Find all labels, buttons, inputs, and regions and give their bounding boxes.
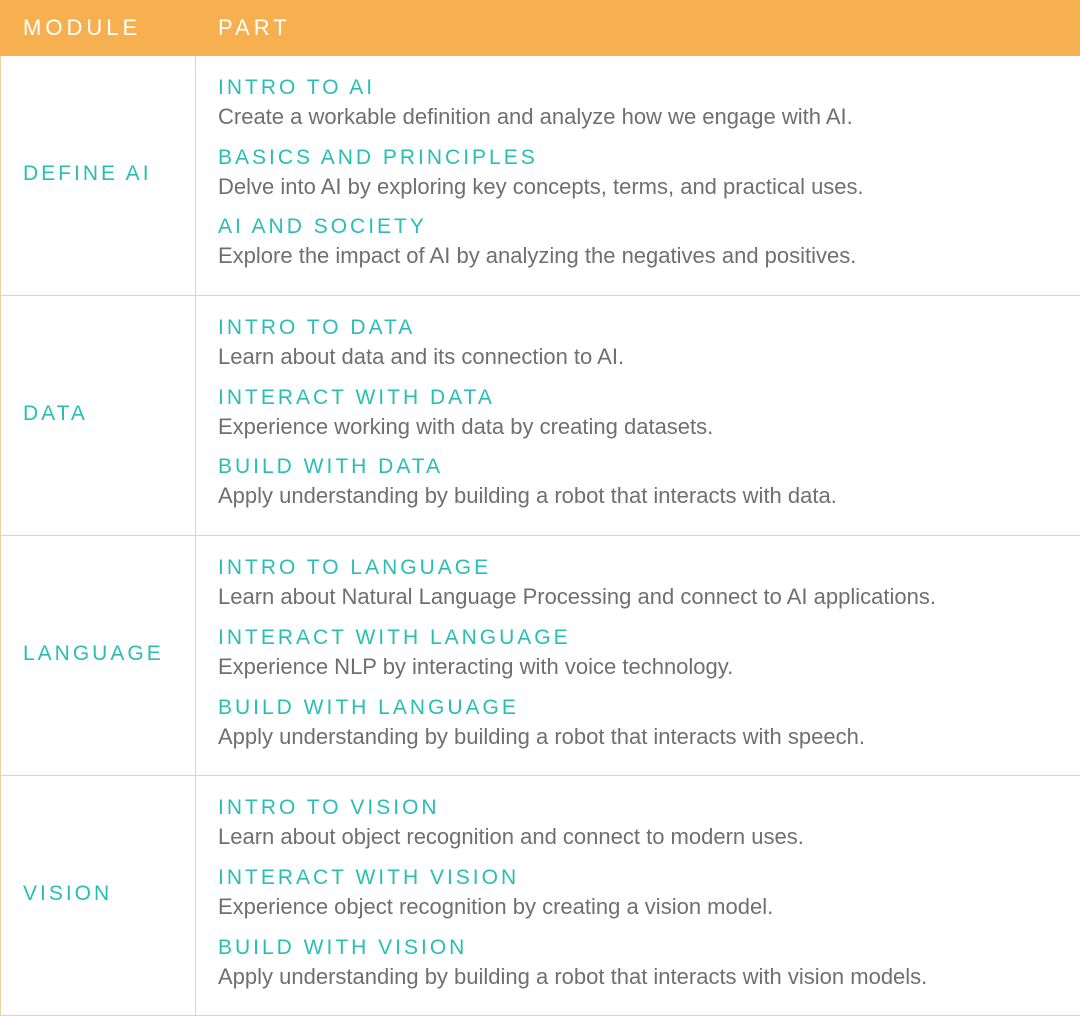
part-desc: Learn about object recognition and conne…: [218, 822, 1058, 852]
part-desc: Delve into AI by exploring key concepts,…: [218, 172, 1058, 202]
part-block: INTERACT WITH DATA Experience working wi…: [218, 386, 1058, 442]
part-block: INTRO TO DATA Learn about data and its c…: [218, 316, 1058, 372]
part-block: INTERACT WITH LANGUAGE Experience NLP by…: [218, 626, 1058, 682]
part-block: AI AND SOCIETY Explore the impact of AI …: [218, 215, 1058, 271]
table-body: DEFINE AI INTRO TO AI Create a workable …: [1, 56, 1080, 1016]
part-desc: Learn about data and its connection to A…: [218, 342, 1058, 372]
part-desc: Apply understanding by building a robot …: [218, 962, 1058, 992]
part-desc: Experience object recognition by creatin…: [218, 892, 1058, 922]
part-title: INTERACT WITH LANGUAGE: [218, 626, 1058, 650]
table-row: DEFINE AI INTRO TO AI Create a workable …: [1, 56, 1080, 296]
part-title: BASICS AND PRINCIPLES: [218, 146, 1058, 170]
part-block: INTERACT WITH VISION Experience object r…: [218, 866, 1058, 922]
module-name: LANGUAGE: [1, 536, 196, 776]
part-block: INTRO TO AI Create a workable definition…: [218, 76, 1058, 132]
part-block: BUILD WITH VISION Apply understanding by…: [218, 936, 1058, 992]
part-desc: Apply understanding by building a robot …: [218, 722, 1058, 752]
module-name: DEFINE AI: [1, 56, 196, 296]
part-title: INTERACT WITH VISION: [218, 866, 1058, 890]
part-block: BASICS AND PRINCIPLES Delve into AI by e…: [218, 146, 1058, 202]
part-desc: Learn about Natural Language Processing …: [218, 582, 1058, 612]
table-header: MODULE PART: [1, 1, 1080, 56]
col-header-module: MODULE: [1, 1, 196, 56]
table-row: DATA INTRO TO DATA Learn about data and …: [1, 296, 1080, 536]
part-title: INTERACT WITH DATA: [218, 386, 1058, 410]
part-desc: Experience working with data by creating…: [218, 412, 1058, 442]
col-header-part: PART: [196, 1, 1080, 56]
part-block: INTRO TO LANGUAGE Learn about Natural La…: [218, 556, 1058, 612]
part-block: INTRO TO VISION Learn about object recog…: [218, 796, 1058, 852]
table-row: LANGUAGE INTRO TO LANGUAGE Learn about N…: [1, 536, 1080, 776]
part-block: BUILD WITH LANGUAGE Apply understanding …: [218, 696, 1058, 752]
part-desc: Create a workable definition and analyze…: [218, 102, 1058, 132]
module-name: DATA: [1, 296, 196, 536]
part-title: BUILD WITH LANGUAGE: [218, 696, 1058, 720]
part-block: BUILD WITH DATA Apply understanding by b…: [218, 455, 1058, 511]
module-parts: INTRO TO LANGUAGE Learn about Natural La…: [196, 536, 1080, 776]
part-desc: Explore the impact of AI by analyzing th…: [218, 241, 1058, 271]
module-parts: INTRO TO VISION Learn about object recog…: [196, 776, 1080, 1016]
part-title: INTRO TO AI: [218, 76, 1058, 100]
module-name: VISION: [1, 776, 196, 1016]
part-title: BUILD WITH VISION: [218, 936, 1058, 960]
part-desc: Experience NLP by interacting with voice…: [218, 652, 1058, 682]
part-title: AI AND SOCIETY: [218, 215, 1058, 239]
part-title: INTRO TO VISION: [218, 796, 1058, 820]
part-desc: Apply understanding by building a robot …: [218, 481, 1058, 511]
table-row: VISION INTRO TO VISION Learn about objec…: [1, 776, 1080, 1016]
module-parts: INTRO TO AI Create a workable definition…: [196, 56, 1080, 296]
curriculum-table: MODULE PART DEFINE AI INTRO TO AI Create…: [0, 0, 1080, 1016]
module-parts: INTRO TO DATA Learn about data and its c…: [196, 296, 1080, 536]
part-title: INTRO TO LANGUAGE: [218, 556, 1058, 580]
part-title: INTRO TO DATA: [218, 316, 1058, 340]
part-title: BUILD WITH DATA: [218, 455, 1058, 479]
